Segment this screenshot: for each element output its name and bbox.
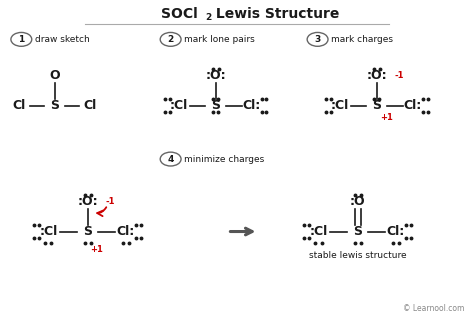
Text: Cl:: Cl:: [242, 99, 260, 112]
Text: SOCl: SOCl: [161, 7, 198, 21]
Text: © Learnool.com: © Learnool.com: [403, 304, 465, 313]
Text: -1: -1: [395, 71, 404, 80]
Text: -1: -1: [106, 197, 115, 206]
Text: 2: 2: [167, 35, 174, 44]
Text: stable lewis structure: stable lewis structure: [309, 251, 407, 260]
Text: Cl:: Cl:: [403, 99, 421, 112]
Text: S: S: [50, 99, 59, 112]
Text: Cl:: Cl:: [387, 225, 405, 238]
Text: 4: 4: [167, 155, 174, 163]
Text: S: S: [354, 225, 362, 238]
Text: 3: 3: [314, 35, 321, 44]
Text: :Cl: :Cl: [170, 99, 188, 112]
Text: +1: +1: [381, 113, 393, 122]
Text: :O:: :O:: [77, 195, 98, 208]
Text: 2: 2: [206, 14, 212, 22]
Text: Lewis Structure: Lewis Structure: [211, 7, 340, 21]
Text: S: S: [373, 99, 381, 112]
Text: Cl: Cl: [83, 99, 97, 112]
Text: :Cl: :Cl: [310, 225, 328, 238]
Text: S: S: [83, 225, 92, 238]
Text: :Cl: :Cl: [331, 99, 349, 112]
Text: 1: 1: [18, 35, 25, 44]
Text: draw sketch: draw sketch: [35, 35, 90, 44]
Text: minimize charges: minimize charges: [184, 155, 264, 163]
Text: :O:: :O:: [205, 69, 226, 82]
Text: :O: :O: [350, 195, 365, 208]
Text: mark lone pairs: mark lone pairs: [184, 35, 255, 44]
Text: mark charges: mark charges: [331, 35, 393, 44]
Text: S: S: [211, 99, 220, 112]
Text: +1: +1: [91, 245, 103, 254]
Text: O: O: [49, 69, 60, 82]
Text: :O:: :O:: [366, 69, 387, 82]
Text: Cl: Cl: [12, 99, 26, 112]
Text: :Cl: :Cl: [39, 225, 57, 238]
Text: Cl:: Cl:: [117, 225, 135, 238]
